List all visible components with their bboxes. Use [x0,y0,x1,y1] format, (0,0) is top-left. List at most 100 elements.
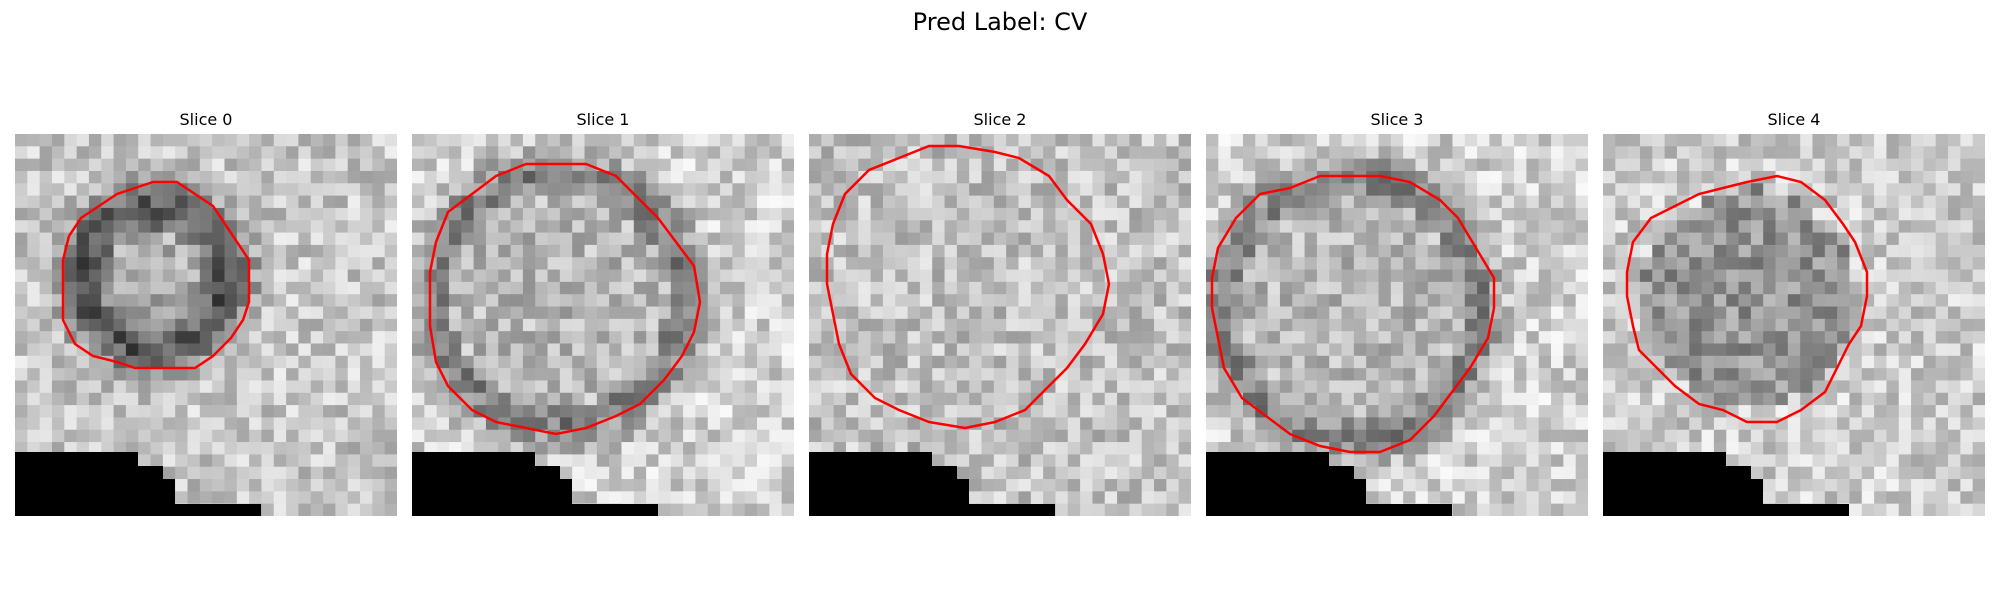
pixel-cell [596,343,610,357]
pixel-cell [1935,158,1949,172]
pixel-cell [310,417,324,431]
pixel-cell [412,207,425,221]
pixel-cell [535,454,549,468]
pixel-cell [609,380,623,394]
pixel-cell [1218,195,1232,209]
pixel-cell [412,170,425,184]
pixel-cell [609,158,623,172]
pixel-cell [1800,232,1814,246]
pixel-cell [1477,170,1491,184]
pixel-cell [932,392,946,406]
pixel-cell [609,442,623,455]
pixel-cell [969,454,983,468]
pixel-cell [1935,306,1949,320]
pixel-cell [1117,417,1130,431]
pixel-cell [1713,368,1727,382]
pixel-cell [360,491,373,505]
pixel-cell [1316,380,1330,394]
pixel-cell [1092,146,1106,160]
pixel-cell [1676,368,1690,382]
pixel-cell [1874,355,1888,369]
pixel-cell [1055,158,1069,172]
pixel-cell [1701,269,1715,283]
pixel-cell [633,454,647,468]
pixel-cell [1824,269,1838,283]
pixel-cell [1898,454,1912,468]
pixel-cell [757,318,770,332]
pixel-cell [1861,479,1875,492]
pixel-cell [1538,442,1552,455]
pixel-cell [646,491,660,505]
pixel-cell [1055,405,1069,419]
pixel-cell [298,429,312,443]
pixel-cell [1824,417,1838,431]
pixel-cell [1489,318,1503,332]
pixel-cell [1304,368,1318,382]
pixel-cell [757,417,770,431]
pixel-cell [187,331,201,345]
pixel-cell [1154,405,1167,419]
pixel-cell [384,466,397,480]
pixel-cell [1166,343,1180,357]
pixel-cell [1230,368,1244,382]
pixel-cell [273,294,287,308]
pixel-cell [1911,355,1924,369]
pixel-cell [895,417,909,431]
pixel-cell [1353,232,1367,246]
pixel-cell [1230,442,1244,455]
pixel-cell [461,368,475,382]
pixel-cell [1154,195,1167,209]
pixel-cell [335,195,349,209]
pixel-cell [1800,429,1814,443]
pixel-cell [39,429,53,443]
pixel-cell [1030,417,1044,431]
pixel-cell [547,269,561,283]
pixel-cell [1006,368,1020,382]
pixel-cell [1935,294,1949,308]
pixel-cell [286,503,300,516]
pixel-cell [596,429,610,443]
pixel-cell [609,454,623,468]
pixel-cell [781,417,794,431]
pixel-cell [1080,417,1094,431]
pixel-cell [323,479,336,492]
pixel-cell [1415,269,1429,283]
pixel-cell [162,331,176,345]
pixel-cell [175,170,189,184]
pixel-cell [212,355,226,369]
pixel-cell [436,158,450,172]
pixel-cell [1787,207,1801,221]
pixel-cell [1923,466,1937,480]
pixel-cell [1664,306,1678,320]
pixel-cell [683,380,697,394]
pixel-cell [1043,195,1057,209]
pixel-cell [821,368,835,382]
pixel-cell [572,454,586,468]
pixel-cell [1886,318,1900,332]
pixel-cell [1166,503,1180,516]
pixel-cell [1812,479,1826,492]
pixel-cell [1575,417,1588,431]
pixel-cell [323,306,336,320]
pixel-cell [323,146,336,160]
pixel-cell [596,368,610,382]
pixel-cell [1824,429,1838,443]
pixel-cell [769,343,783,357]
pixel-cell [1477,146,1491,160]
pixel-cell [1178,466,1191,480]
pixel-cell [1427,244,1441,258]
pixel-cell [1526,368,1540,382]
pixel-cell [199,244,213,258]
pixel-cell [1080,257,1094,271]
pixel-cell [1218,244,1232,258]
pixel-cell [522,405,536,419]
pixel-cell [1726,232,1740,246]
pixel-cell [1501,195,1515,209]
pixel-cell [1575,134,1588,147]
pixel-cell [845,220,859,234]
pixel-cell [15,392,28,406]
pixel-cell [633,195,647,209]
pixel-cell [64,134,78,147]
pixel-cell [1763,355,1777,369]
pixel-cell [1948,146,1961,160]
